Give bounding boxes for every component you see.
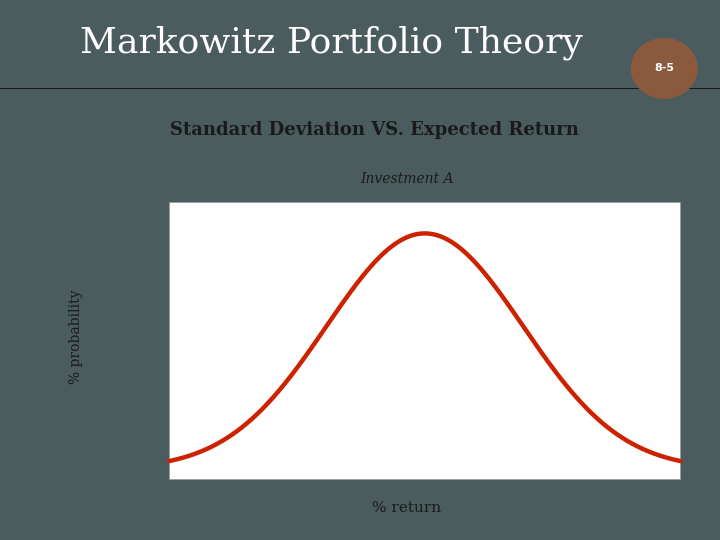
- Text: % return: % return: [372, 502, 441, 516]
- Text: Standard Deviation VS. Expected Return: Standard Deviation VS. Expected Return: [170, 120, 579, 139]
- Text: % probability: % probability: [68, 290, 83, 384]
- Text: Investment A: Investment A: [360, 172, 454, 186]
- Text: Markowitz Portfolio Theory: Markowitz Portfolio Theory: [80, 25, 582, 60]
- FancyBboxPatch shape: [0, 522, 720, 540]
- FancyBboxPatch shape: [0, 89, 27, 540]
- Circle shape: [631, 39, 697, 98]
- Text: 8-5: 8-5: [654, 63, 674, 73]
- FancyBboxPatch shape: [169, 202, 680, 479]
